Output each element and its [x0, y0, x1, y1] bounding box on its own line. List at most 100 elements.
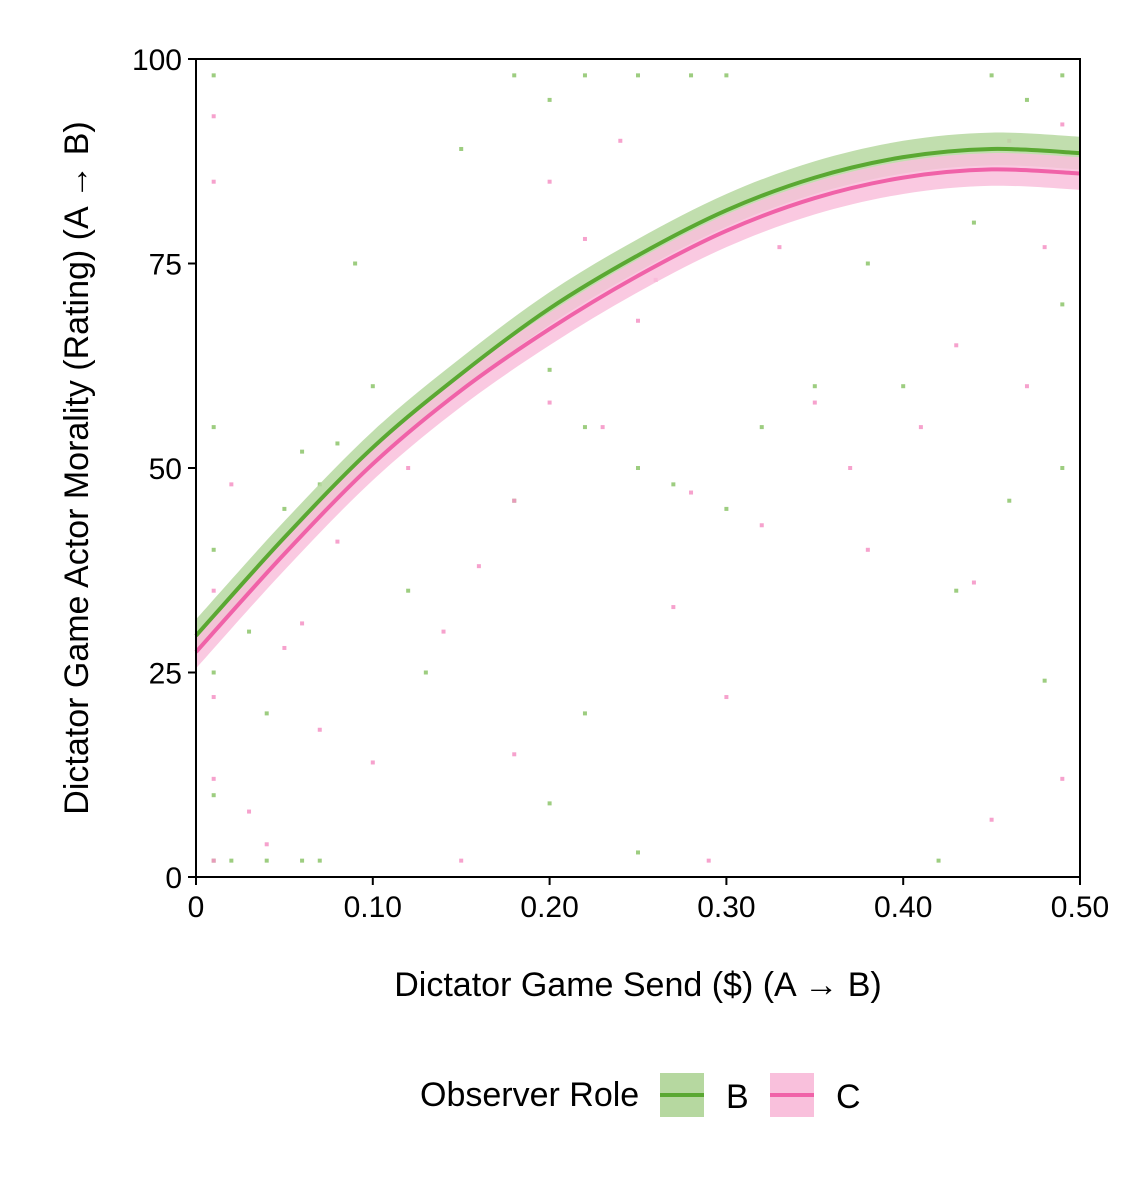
point-C-35 [1060, 122, 1065, 127]
point-B-41 [989, 73, 994, 78]
point-C-37 [547, 400, 552, 405]
point-B-26 [724, 73, 729, 78]
point-B-36 [636, 850, 640, 855]
point-C-30 [971, 580, 976, 585]
point-B-37 [812, 384, 817, 389]
point-C-12 [335, 539, 340, 544]
point-B-17 [370, 384, 375, 389]
legend-label-B: B [726, 1078, 749, 1116]
fit-lines [194, 146, 1081, 654]
x-axis-title: Dictator Game Send ($) (A → B) [394, 966, 882, 1004]
point-C-3 [211, 588, 216, 593]
fit-line-C [194, 167, 1081, 654]
point-C-0 [211, 858, 216, 863]
point-B-44 [1060, 302, 1065, 307]
y-tick-label-0: 0 [165, 862, 182, 895]
point-C-41 [459, 858, 464, 863]
point-C-20 [618, 138, 623, 143]
point-B-47 [1007, 498, 1012, 503]
y-axis-title: Dictator Game Actor Morality (Rating) (A… [58, 121, 96, 814]
point-C-36 [1042, 245, 1047, 250]
point-B-24 [636, 73, 640, 78]
point-C-18 [547, 179, 552, 184]
point-C-40 [671, 605, 676, 610]
ci-band-B [196, 132, 1080, 653]
point-B-46 [1042, 678, 1047, 683]
point-C-26 [812, 400, 817, 405]
point-C-44 [848, 466, 853, 470]
point-C-22 [689, 490, 694, 495]
point-C-43 [777, 245, 782, 250]
confidence-bands [196, 132, 1080, 669]
point-B-40 [936, 858, 941, 863]
x-tick-label-5: 0.50 [1051, 891, 1109, 924]
point-C-24 [724, 695, 729, 700]
point-C-17 [512, 498, 517, 503]
point-B-5 [211, 73, 216, 78]
y-tick-label-1: 25 [149, 658, 182, 691]
legend-title: Observer Role [420, 1076, 639, 1114]
point-B-18 [406, 588, 411, 593]
point-B-6 [229, 858, 234, 863]
point-C-10 [300, 621, 305, 626]
point-B-45 [1060, 466, 1065, 470]
point-C-29 [954, 343, 959, 348]
scatter-points [211, 73, 1065, 863]
x-tick-label-1: 0.10 [344, 891, 402, 924]
point-C-5 [211, 114, 216, 119]
point-C-14 [406, 466, 411, 470]
point-C-8 [264, 842, 269, 847]
point-C-42 [512, 752, 517, 757]
point-C-4 [211, 179, 216, 184]
x-tick-label-0: 0 [188, 891, 205, 924]
point-B-10 [247, 629, 252, 634]
point-B-22 [547, 97, 552, 102]
point-C-11 [317, 727, 322, 732]
point-C-2 [211, 695, 216, 700]
point-B-3 [211, 547, 216, 552]
point-C-38 [600, 425, 605, 430]
x-tick-label-3: 0.30 [697, 891, 755, 924]
point-B-33 [759, 425, 764, 430]
y-tick-label-4: 100 [132, 44, 182, 77]
y-tick-label-2: 50 [149, 453, 182, 486]
legend-label-C: C [836, 1078, 861, 1116]
point-B-35 [582, 711, 587, 716]
point-C-31 [989, 817, 994, 822]
x-tick-label-2: 0.20 [520, 891, 578, 924]
point-B-38 [865, 261, 870, 266]
point-B-49 [971, 220, 976, 225]
point-B-39 [901, 384, 906, 389]
point-C-34 [1060, 776, 1065, 781]
point-C-39 [636, 318, 640, 323]
fit-line-B [194, 146, 1081, 638]
point-C-16 [476, 564, 481, 569]
point-B-28 [547, 367, 552, 372]
axes: 0 0.10 0.20 0.30 0.40 0.50 0 25 50 75 100 [132, 44, 1109, 924]
point-C-13 [370, 760, 375, 765]
point-C-19 [582, 236, 587, 241]
point-B-15 [335, 441, 340, 446]
point-B-7 [264, 858, 269, 863]
point-B-19 [423, 670, 428, 675]
point-B-13 [300, 449, 305, 454]
point-B-16 [353, 261, 358, 266]
point-B-48 [954, 588, 959, 593]
point-B-4 [211, 425, 216, 430]
point-B-8 [300, 858, 305, 863]
y-tick-label-3: 75 [149, 249, 182, 282]
point-C-1 [211, 776, 216, 781]
point-B-42 [1024, 97, 1029, 102]
point-B-43 [1060, 73, 1065, 78]
point-B-1 [211, 793, 216, 798]
x-tick-label-4: 0.40 [874, 891, 932, 924]
ci-band-C [196, 152, 1080, 669]
point-B-9 [317, 858, 322, 863]
point-B-32 [724, 506, 729, 511]
point-B-31 [671, 482, 676, 487]
point-B-23 [582, 73, 587, 78]
point-B-25 [689, 73, 694, 78]
